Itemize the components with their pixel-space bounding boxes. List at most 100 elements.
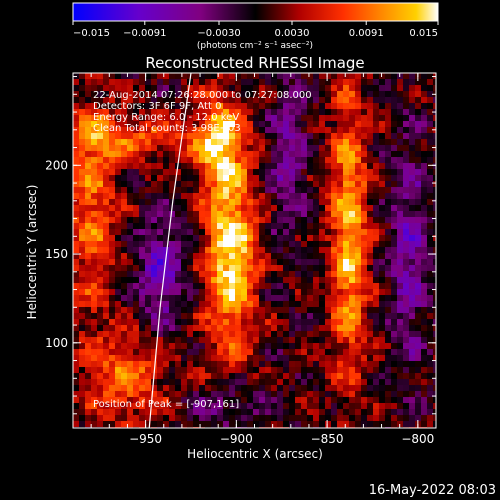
heatmap-cell	[367, 391, 374, 398]
heatmap-cell	[217, 337, 224, 344]
heatmap-cell	[175, 151, 182, 158]
heatmap-cell	[223, 145, 230, 152]
heatmap-cell	[349, 301, 356, 308]
heatmap-cell	[91, 145, 98, 152]
heatmap-cell	[121, 301, 128, 308]
y-tick-label: 100	[45, 336, 68, 350]
heatmap-cell	[157, 127, 164, 134]
heatmap-cell	[337, 139, 344, 146]
heatmap-cell	[145, 223, 152, 230]
heatmap-cell	[433, 205, 436, 212]
heatmap-cell	[79, 319, 86, 326]
annotation-detectors: Detectors: 3F 6F 9F, Att 0	[93, 101, 221, 112]
heatmap-cell	[157, 97, 164, 104]
heatmap-cell	[187, 229, 194, 236]
heatmap-cell	[127, 319, 134, 326]
heatmap-cell	[169, 193, 176, 200]
heatmap-cell	[121, 139, 128, 146]
heatmap-cell	[127, 91, 134, 98]
heatmap-cell	[97, 85, 104, 92]
heatmap-cell	[253, 79, 260, 86]
heatmap-cell	[79, 199, 86, 206]
heatmap-cell	[379, 205, 386, 212]
heatmap-cell	[163, 151, 170, 158]
heatmap-cell	[241, 265, 248, 272]
heatmap-cell	[361, 79, 368, 86]
heatmap-cell	[433, 367, 436, 374]
heatmap-cell	[115, 145, 122, 152]
heatmap-cell	[109, 79, 116, 86]
heatmap-cell	[349, 307, 356, 314]
heatmap-cell	[379, 403, 386, 410]
heatmap-cell	[217, 187, 224, 194]
heatmap-cell	[289, 415, 296, 422]
heatmap-cell	[157, 151, 164, 158]
heatmap-cell	[325, 133, 332, 140]
heatmap-cell	[391, 169, 398, 176]
heatmap-cell	[115, 103, 122, 110]
heatmap-cell	[259, 109, 266, 116]
heatmap-cell	[307, 217, 314, 224]
heatmap-cell	[277, 199, 284, 206]
heatmap-cell	[115, 223, 122, 230]
heatmap-cell	[325, 157, 332, 164]
heatmap-cell	[367, 73, 374, 80]
heatmap-cell	[205, 277, 212, 284]
heatmap-cell	[319, 145, 326, 152]
heatmap-cell	[313, 103, 320, 110]
heatmap-cell	[367, 181, 374, 188]
heatmap-cell	[115, 91, 122, 98]
heatmap-cell	[277, 421, 284, 428]
heatmap-cell	[91, 325, 98, 332]
heatmap-cell	[151, 313, 158, 320]
heatmap-cell	[163, 247, 170, 254]
heatmap-cell	[175, 145, 182, 152]
heatmap-cell	[409, 91, 416, 98]
heatmap-cell	[103, 241, 110, 248]
heatmap-cell	[223, 259, 230, 266]
heatmap-cell	[397, 313, 404, 320]
heatmap-cell	[301, 247, 308, 254]
heatmap-cell	[379, 127, 386, 134]
heatmap-cell	[217, 271, 224, 278]
heatmap-cell	[241, 295, 248, 302]
heatmap-cell	[199, 175, 206, 182]
heatmap-cell	[205, 229, 212, 236]
heatmap-cell	[313, 211, 320, 218]
heatmap-cell	[145, 229, 152, 236]
heatmap-cell	[403, 79, 410, 86]
heatmap-cell	[421, 343, 428, 350]
heatmap-cell	[181, 289, 188, 296]
heatmap-cell	[295, 373, 302, 380]
heatmap-cell	[259, 271, 266, 278]
heatmap-cell	[235, 319, 242, 326]
heatmap-cell	[211, 163, 218, 170]
heatmap-cell	[205, 187, 212, 194]
heatmap-cell	[139, 151, 146, 158]
heatmap-cell	[331, 115, 338, 122]
heatmap-cell	[343, 211, 350, 218]
heatmap-cell	[307, 379, 314, 386]
heatmap-cell	[253, 157, 260, 164]
heatmap-cell	[127, 295, 134, 302]
heatmap-cell	[313, 133, 320, 140]
heatmap-cell	[385, 85, 392, 92]
heatmap-cell	[277, 403, 284, 410]
heatmap-cell	[205, 421, 212, 428]
heatmap-cell	[331, 247, 338, 254]
heatmap-cell	[391, 85, 398, 92]
heatmap-cell	[175, 307, 182, 314]
heatmap-cell	[73, 265, 80, 272]
heatmap-cell	[103, 163, 110, 170]
heatmap-cell	[427, 109, 434, 116]
heatmap-cell	[175, 343, 182, 350]
heatmap-cell	[367, 373, 374, 380]
heatmap-cell	[367, 385, 374, 392]
heatmap-cell	[361, 157, 368, 164]
heatmap-cell	[319, 205, 326, 212]
heatmap-cell	[217, 145, 224, 152]
heatmap-cell	[187, 373, 194, 380]
heatmap-cell	[79, 331, 86, 338]
heatmap-cell	[163, 397, 170, 404]
heatmap-cell	[403, 151, 410, 158]
